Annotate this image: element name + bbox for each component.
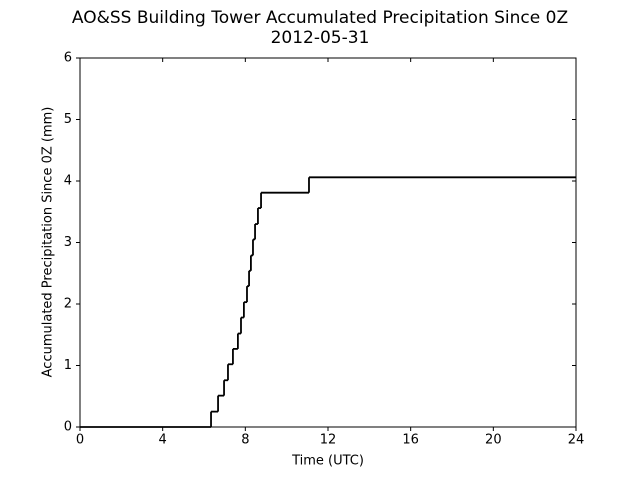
y-tick-label: 5 — [64, 112, 72, 127]
y-tick-label: 6 — [64, 51, 72, 66]
x-tick-label: 24 — [568, 433, 585, 448]
y-tick-label: 3 — [64, 235, 72, 250]
x-tick-label: 8 — [241, 433, 249, 448]
y-axis-label: Accumulated Precipitation Since 0Z (mm) — [41, 107, 56, 378]
x-tick-label: 0 — [76, 433, 84, 448]
x-tick-label: 12 — [320, 433, 337, 448]
y-tick-label: 0 — [64, 420, 72, 435]
y-tick-label: 2 — [64, 297, 72, 312]
x-tick-label: 20 — [485, 433, 502, 448]
y-tick-label: 4 — [64, 174, 72, 189]
x-axis-label: Time (UTC) — [291, 454, 364, 469]
plot-frame — [79, 57, 577, 428]
x-tick-label: 4 — [159, 433, 167, 448]
chart-title: AO&SS Building Tower Accumulated Precipi… — [72, 8, 568, 28]
chart-subtitle: 2012-05-31 — [271, 28, 370, 48]
x-tick-label: 16 — [402, 433, 419, 448]
y-tick-label: 1 — [64, 358, 72, 373]
